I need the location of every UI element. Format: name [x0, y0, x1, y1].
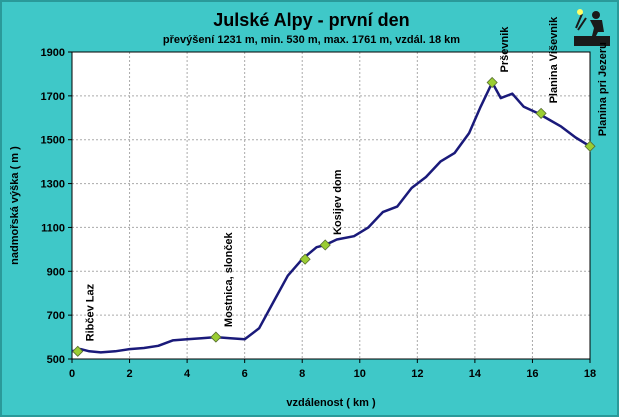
waypoint-label: Kosijev dom [332, 169, 344, 235]
waypoint-label: Mostnica, slonček [223, 231, 235, 327]
axes: 500 700 900 1100 1300 1500 1700 1900 0 2 4 6 8 10 12 14… [41, 47, 597, 380]
plot-background [72, 52, 590, 359]
y-tick-label: 900 [47, 266, 65, 278]
waypoint-label: Ribčev Laz [85, 283, 97, 341]
x-tick-label: 0 [69, 368, 75, 380]
x-tick-label: 18 [584, 368, 596, 380]
y-tick-label: 1700 [41, 91, 65, 103]
waypoint-marker [584, 140, 596, 152]
hiker-logo-icon [574, 9, 610, 46]
y-tick-label: 500 [47, 354, 65, 366]
y-tick-label: 1100 [41, 222, 65, 234]
y-tick-label: 1500 [41, 135, 65, 147]
plot-area [72, 52, 590, 359]
x-tick-label: 10 [354, 368, 366, 380]
x-tick-label: 2 [126, 368, 132, 380]
elevation-line [71, 81, 591, 354]
chart-subtitle: převýšení 1231 m, min. 530 m, max. 1761 … [162, 34, 461, 46]
x-tick-label: 12 [411, 368, 423, 380]
y-tick-label: 1900 [41, 47, 65, 59]
x-tick-label: 4 [184, 368, 191, 380]
waypoint-marker [535, 107, 547, 119]
x-tick-label: 16 [526, 368, 538, 380]
waypoint-markers [72, 76, 596, 357]
elevation-series [71, 81, 591, 354]
chart-title: Julské Alpy - první den [213, 10, 410, 30]
waypoint-label: Planina Viševnik [548, 16, 560, 104]
y-tick-label: 1300 [41, 179, 65, 191]
x-tick-label: 6 [242, 368, 248, 380]
x-tick-label: 8 [299, 368, 305, 380]
waypoint-marker [319, 239, 331, 251]
y-tick-label: 700 [47, 310, 65, 322]
waypoint-marker [299, 253, 311, 265]
waypoint-labels: Ribčev Laz Mostnica, slonček Kosijev dom Pr… [85, 16, 609, 341]
plot-border [71, 51, 591, 360]
x-axis-label: vzdálenost ( km ) [286, 397, 376, 409]
x-tick-label: 14 [469, 368, 482, 380]
waypoint-marker [486, 76, 498, 89]
waypoint-label: Planina pri Jezeru [597, 42, 609, 136]
waypoint-marker [72, 345, 84, 357]
y-axis-label: nadmořská výška ( m ) [9, 146, 21, 265]
waypoint-marker [210, 331, 222, 343]
waypoint-label: Prševnik [499, 26, 511, 73]
